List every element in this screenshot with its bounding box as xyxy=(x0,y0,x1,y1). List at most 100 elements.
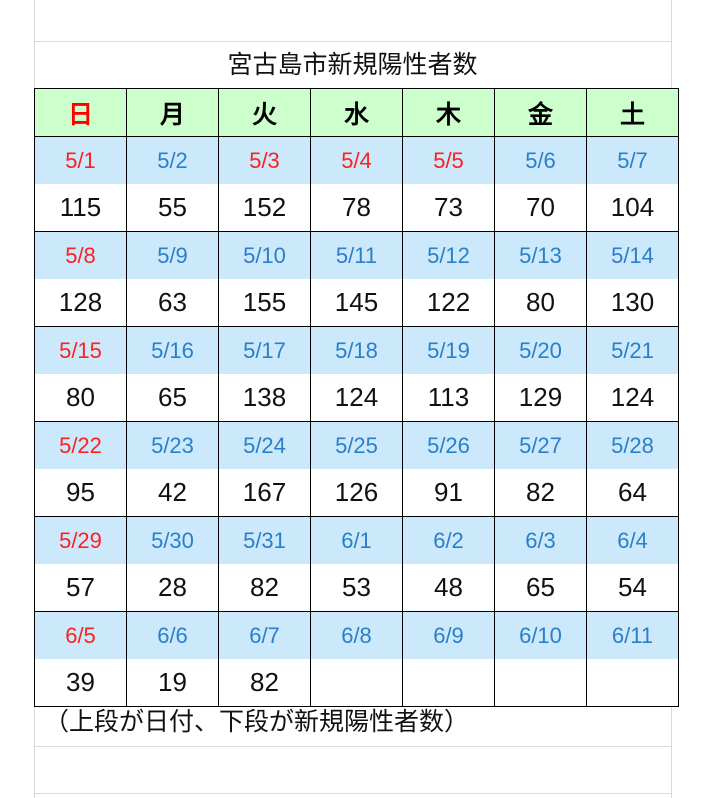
date-cell[interactable]: 5/7 xyxy=(586,136,679,184)
count-cell[interactable]: 65 xyxy=(126,374,219,422)
count-cell[interactable]: 48 xyxy=(402,564,495,612)
date-row: 5/29 5/30 5/31 6/1 6/2 6/3 6/4 xyxy=(34,516,679,564)
count-cell[interactable]: 155 xyxy=(218,279,311,327)
date-cell[interactable]: 5/14 xyxy=(586,231,679,279)
weekday-header-cell[interactable]: 土 xyxy=(586,88,679,137)
count-cell[interactable]: 128 xyxy=(34,279,127,327)
date-cell[interactable]: 5/30 xyxy=(126,516,219,564)
date-cell[interactable]: 5/29 xyxy=(34,516,127,564)
date-cell[interactable]: 5/2 xyxy=(126,136,219,184)
weekday-header-cell[interactable]: 火 xyxy=(218,88,311,137)
count-cell[interactable]: 19 xyxy=(126,659,219,707)
date-cell[interactable]: 5/3 xyxy=(218,136,311,184)
count-cell[interactable]: 42 xyxy=(126,469,219,517)
count-cell[interactable]: 145 xyxy=(310,279,403,327)
date-cell[interactable]: 5/16 xyxy=(126,326,219,374)
date-cell[interactable]: 5/17 xyxy=(218,326,311,374)
date-cell[interactable]: 5/18 xyxy=(310,326,403,374)
date-cell[interactable]: 5/22 xyxy=(34,421,127,469)
count-cell[interactable]: 80 xyxy=(494,279,587,327)
date-cell[interactable]: 5/12 xyxy=(402,231,495,279)
date-cell[interactable]: 6/8 xyxy=(310,611,403,659)
date-cell[interactable]: 5/6 xyxy=(494,136,587,184)
count-cell[interactable]: 138 xyxy=(218,374,311,422)
date-cell[interactable]: 5/11 xyxy=(310,231,403,279)
date-cell[interactable]: 5/25 xyxy=(310,421,403,469)
count-cell[interactable]: 95 xyxy=(34,469,127,517)
date-cell[interactable]: 5/4 xyxy=(310,136,403,184)
count-cell[interactable]: 124 xyxy=(310,374,403,422)
count-cell[interactable]: 167 xyxy=(218,469,311,517)
date-cell[interactable]: 5/10 xyxy=(218,231,311,279)
date-cell[interactable]: 5/9 xyxy=(126,231,219,279)
sheet-title[interactable]: 宮古島市新規陽性者数 xyxy=(227,50,478,79)
date-cell[interactable]: 6/1 xyxy=(310,516,403,564)
weekday-header-cell[interactable]: 木 xyxy=(402,88,495,137)
count-cell[interactable]: 126 xyxy=(310,469,403,517)
date-cell[interactable]: 5/31 xyxy=(218,516,311,564)
footnote[interactable]: （上段が日付、下段が新規陽性者数） xyxy=(44,707,470,736)
date-cell[interactable]: 5/5 xyxy=(402,136,495,184)
date-cell[interactable]: 5/20 xyxy=(494,326,587,374)
weekday-header-cell[interactable]: 金 xyxy=(494,88,587,137)
count-cell[interactable]: 57 xyxy=(34,564,127,612)
count-cell[interactable]: 70 xyxy=(494,184,587,232)
count-cell[interactable]: 124 xyxy=(586,374,679,422)
count-cell[interactable]: 78 xyxy=(310,184,403,232)
count-cell[interactable]: 152 xyxy=(218,184,311,232)
count-cell[interactable]: 122 xyxy=(402,279,495,327)
date-cell[interactable]: 6/4 xyxy=(586,516,679,564)
date-cell[interactable]: 5/1 xyxy=(34,136,127,184)
weekday-header-cell[interactable]: 日 xyxy=(34,88,127,137)
count-cell[interactable]: 55 xyxy=(126,184,219,232)
count-cell[interactable]: 82 xyxy=(218,659,311,707)
date-cell[interactable]: 6/10 xyxy=(494,611,587,659)
count-row: 57 28 82 53 48 65 54 xyxy=(34,564,679,612)
count-cell[interactable]: 64 xyxy=(586,469,679,517)
date-cell[interactable]: 6/2 xyxy=(402,516,495,564)
count-cell[interactable]: 91 xyxy=(402,469,495,517)
count-row: 128 63 155 145 122 80 130 xyxy=(34,279,679,327)
date-cell[interactable]: 5/26 xyxy=(402,421,495,469)
date-cell[interactable]: 6/9 xyxy=(402,611,495,659)
count-cell[interactable]: 65 xyxy=(494,564,587,612)
count-cell[interactable]: 39 xyxy=(34,659,127,707)
date-cell[interactable]: 5/19 xyxy=(402,326,495,374)
count-cell[interactable]: 130 xyxy=(586,279,679,327)
date-cell[interactable]: 6/6 xyxy=(126,611,219,659)
count-cell[interactable]: 115 xyxy=(34,184,127,232)
count-cell[interactable]: 129 xyxy=(494,374,587,422)
count-cell[interactable]: 82 xyxy=(494,469,587,517)
count-cell[interactable]: 80 xyxy=(34,374,127,422)
weekday-header-cell[interactable]: 水 xyxy=(310,88,403,137)
date-cell[interactable]: 5/28 xyxy=(586,421,679,469)
date-cell[interactable]: 5/21 xyxy=(586,326,679,374)
weekday-header-cell[interactable]: 月 xyxy=(126,88,219,137)
date-cell[interactable]: 6/7 xyxy=(218,611,311,659)
count-cell[interactable] xyxy=(402,659,495,707)
count-cell[interactable] xyxy=(494,659,587,707)
count-row: 80 65 138 124 113 129 124 xyxy=(34,374,679,422)
count-cell[interactable]: 104 xyxy=(586,184,679,232)
date-cell[interactable]: 5/23 xyxy=(126,421,219,469)
count-cell[interactable]: 54 xyxy=(586,564,679,612)
date-cell[interactable]: 6/11 xyxy=(586,611,679,659)
count-row: 95 42 167 126 91 82 64 xyxy=(34,469,679,517)
count-cell[interactable]: 73 xyxy=(402,184,495,232)
count-cell[interactable]: 82 xyxy=(218,564,311,612)
count-cell[interactable]: 53 xyxy=(310,564,403,612)
date-cell[interactable]: 5/15 xyxy=(34,326,127,374)
count-cell[interactable]: 63 xyxy=(126,279,219,327)
date-cell[interactable]: 5/27 xyxy=(494,421,587,469)
count-cell[interactable]: 113 xyxy=(402,374,495,422)
date-cell[interactable]: 6/3 xyxy=(494,516,587,564)
date-cell[interactable]: 5/24 xyxy=(218,421,311,469)
count-row: 115 55 152 78 73 70 104 xyxy=(34,184,679,232)
date-row: 5/8 5/9 5/10 5/11 5/12 5/13 5/14 xyxy=(34,231,679,279)
count-cell[interactable]: 28 xyxy=(126,564,219,612)
date-cell[interactable]: 5/8 xyxy=(34,231,127,279)
count-cell[interactable] xyxy=(310,659,403,707)
date-cell[interactable]: 6/5 xyxy=(34,611,127,659)
count-cell[interactable] xyxy=(586,659,679,707)
date-cell[interactable]: 5/13 xyxy=(494,231,587,279)
